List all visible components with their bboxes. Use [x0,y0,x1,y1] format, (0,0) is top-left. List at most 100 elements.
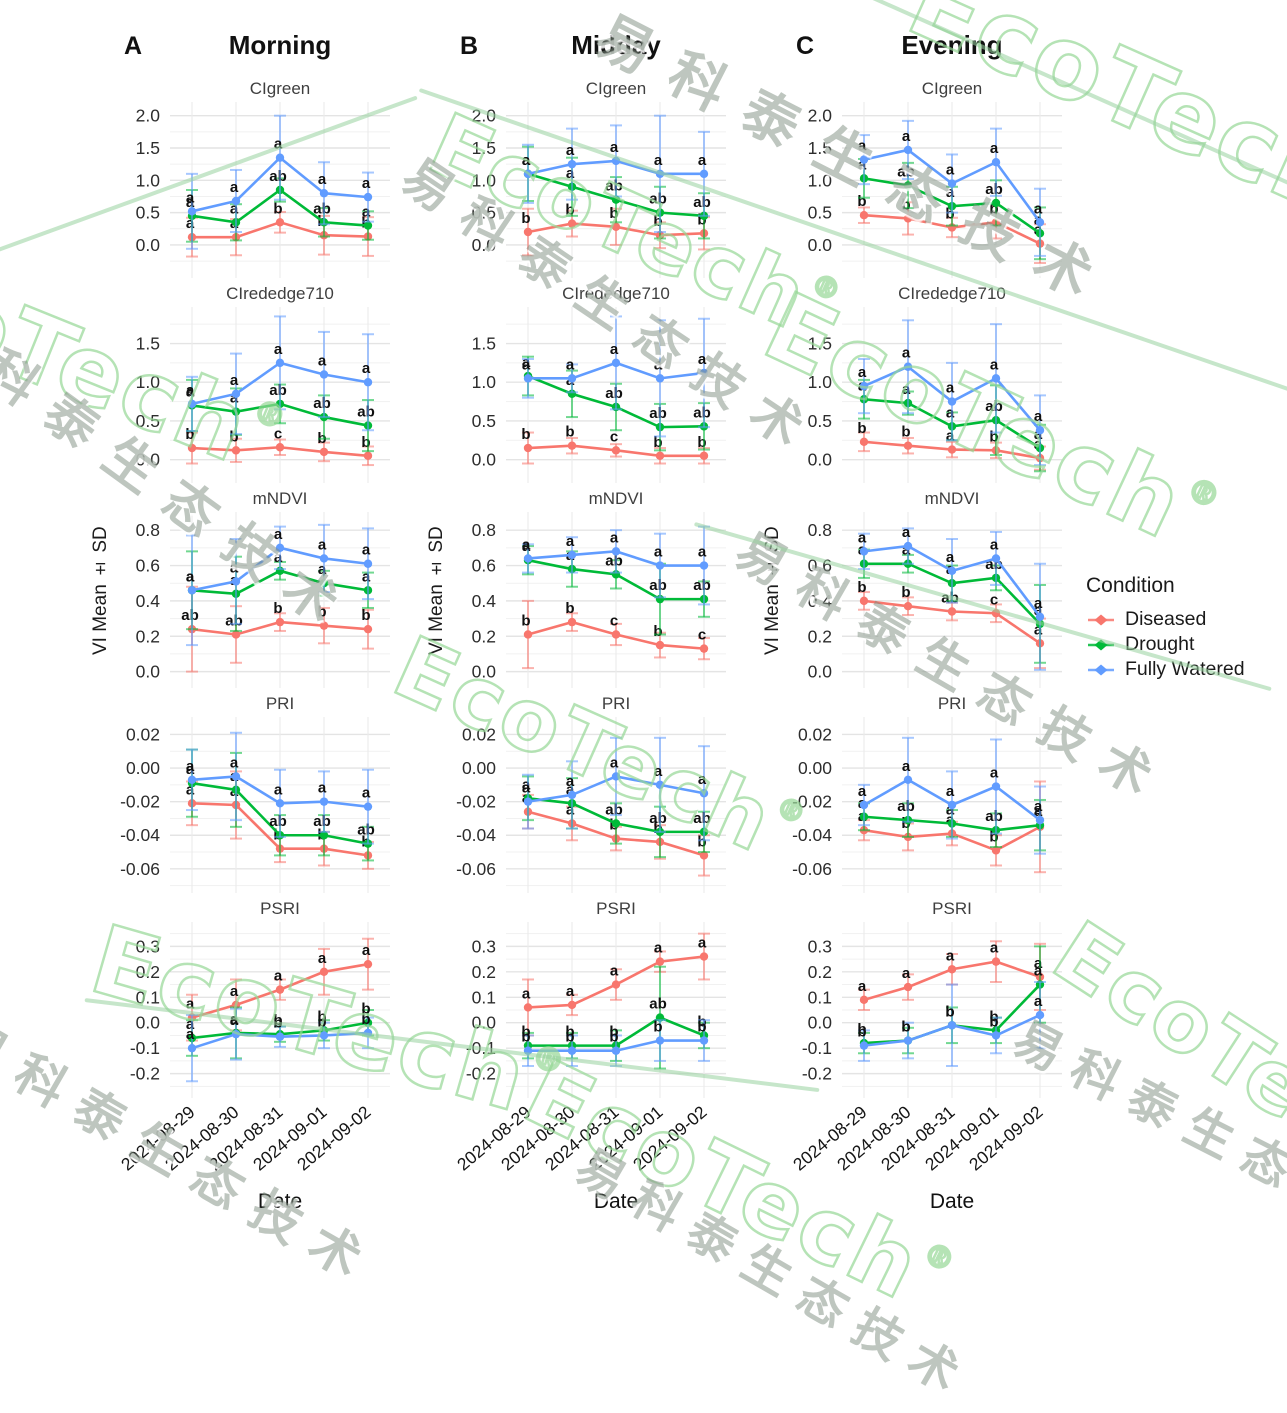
sig-letter: a [318,352,327,369]
sig-letter: a [362,568,371,585]
series-fully-watered: b b b b a [857,981,1046,1067]
panel-title: PSRI [932,899,972,918]
sig-letter: a [654,544,663,561]
column-header-morning: A Morning [88,26,398,78]
svg-text:-0.02: -0.02 [456,792,496,812]
sig-letter: a [946,404,955,421]
svg-text:0.00: 0.00 [798,758,832,778]
sig-letter: a [522,152,531,169]
sig-letter: b [185,426,194,443]
sig-letter: ab [693,577,711,594]
sig-letter: b [565,600,574,617]
sig-letter: b [521,612,530,629]
panel-title: PSRI [596,899,636,918]
sig-letter: b [901,584,910,601]
sig-letter: b [989,828,998,845]
sig-letter: c [610,612,618,629]
sig-letter: a [362,942,371,959]
svg-text:0.5: 0.5 [472,411,496,431]
sig-letter: a [654,940,663,957]
svg-text:-0.04: -0.04 [792,825,832,845]
sig-letter: a [902,965,911,982]
svg-text:1.5: 1.5 [136,138,160,158]
sig-letter: b [521,1029,530,1046]
sig-letter: b [609,1029,618,1046]
sig-letter: a [1034,803,1043,820]
panel-title: PSRI [260,899,300,918]
sig-letter: a [318,171,327,188]
y-axis-label: VI Mean ± SD [426,526,447,655]
svg-text:0.5: 0.5 [136,411,160,431]
panel-title: mNDVI [589,489,644,508]
sig-letter: ab [313,395,331,412]
sig-letter: a [274,781,283,798]
sig-letter: a [230,983,239,1000]
sig-letter: b [945,1003,954,1020]
legend-entry-label: Fully Watered [1125,658,1245,680]
svg-text:1.0: 1.0 [136,372,161,392]
sig-letter: a [1034,595,1043,612]
svg-text:2.0: 2.0 [472,106,497,126]
sig-letter: a [858,138,867,155]
sig-letter: b [521,210,530,227]
sig-letter: a [566,533,575,550]
sig-letter: ab [269,813,287,830]
sig-letter: b [565,1029,574,1046]
panel-morning-CIrededge710: 0.00.51.01.5CIrededge710bbcbbaaabababaaa… [136,284,390,483]
svg-text:0.0: 0.0 [136,1013,161,1033]
sig-letter: ab [985,398,1003,415]
svg-text:2.0: 2.0 [808,106,833,126]
sig-letter: a [990,140,999,157]
y-axis-label: VI Mean ± SD [762,526,783,655]
column-title: Morning [228,30,332,60]
sig-letter: b [229,428,238,445]
legend-marker-icon [1088,614,1114,625]
panel-letter: B [460,32,479,60]
sig-letter: a [698,935,707,952]
watermark-registered-mark: ® [917,1234,962,1281]
sig-letter: a [274,526,283,543]
svg-text:0.8: 0.8 [808,520,832,540]
svg-text:0.2: 0.2 [472,626,496,646]
sig-letter: a [362,542,371,559]
svg-text:0.4: 0.4 [472,591,497,611]
column-evening: CEvening0.00.51.01.52.0CIgreenbbbbaaabaa… [760,26,1070,1228]
sig-letter: a [1034,805,1043,822]
sig-letter: a [566,801,575,818]
sig-letter: ab [941,589,959,606]
svg-text:1.0: 1.0 [472,170,497,190]
svg-text:0.00: 0.00 [462,758,496,778]
sig-letter: a [522,356,531,373]
sig-letter: a [946,162,955,179]
panel-morning-mNDVI: 0.00.20.40.60.8mNDVIababbbbaaaaaaaaaa [136,489,390,688]
sig-letter: a [566,781,575,798]
sig-letter: a [186,568,195,585]
sig-letter: b [361,607,370,624]
svg-text:0.0: 0.0 [136,662,161,682]
sig-letter: a [522,538,531,555]
sig-letter: b [697,1019,706,1036]
svg-text:0.0: 0.0 [808,235,833,255]
sig-letter: ab [605,178,623,195]
svg-text:-0.06: -0.06 [120,859,160,879]
x-axis-title: Date [929,1190,975,1213]
sig-letter: b [901,1019,910,1036]
panel-title: CIrededge710 [226,284,334,303]
sig-letter: a [230,390,239,407]
panel-morning-CIgreen: 0.00.51.01.52.0CIgreenaabbbaaababaaaaaa [136,79,390,278]
sig-letter: ab [181,607,199,624]
panel-evening-CIgreen: 0.00.51.01.52.0CIgreenbbbbaaabaabaaaaaa [808,79,1062,278]
svg-text:0.6: 0.6 [136,556,160,576]
sig-letter: b [653,434,662,451]
sig-letter: b [989,1013,998,1030]
sig-letter: a [902,524,911,541]
svg-text:0.8: 0.8 [472,520,496,540]
sig-letter: a [1034,963,1043,980]
panel-title: CIgreen [922,79,982,98]
svg-text:-0.02: -0.02 [792,792,832,812]
panel-title: PRI [938,694,966,713]
sig-letter: ab [357,822,375,839]
svg-text:0.1: 0.1 [472,987,496,1007]
